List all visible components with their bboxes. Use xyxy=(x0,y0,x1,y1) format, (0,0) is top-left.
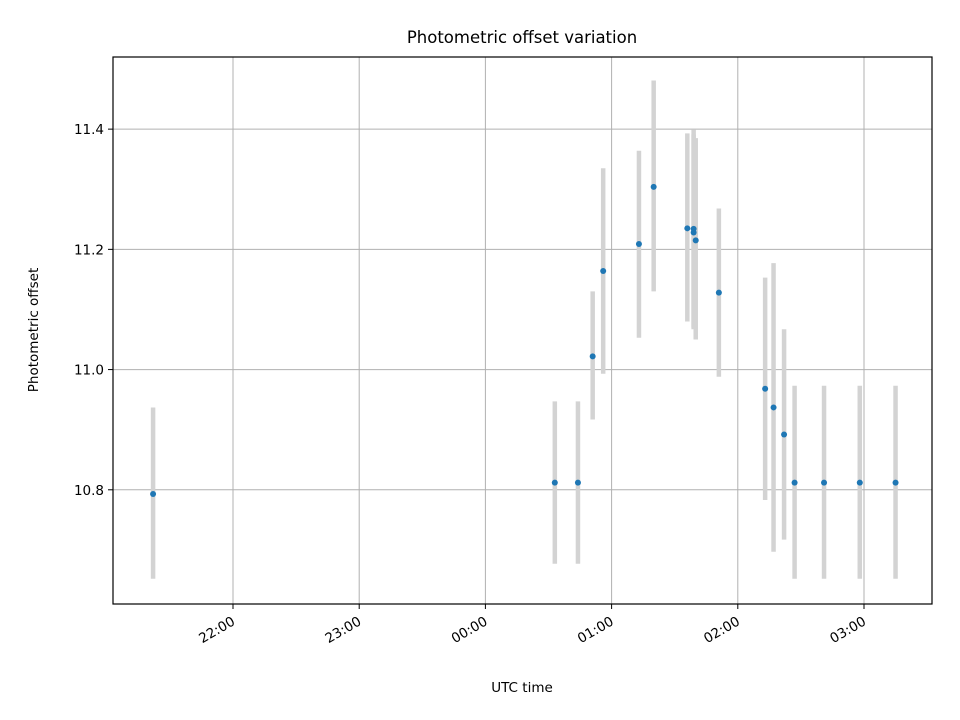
x-axis: 22:00 23:00 00:00 01:00 02:00 03:00 xyxy=(196,604,869,647)
data-point xyxy=(856,479,863,486)
x-axis-label: UTC time xyxy=(491,680,553,696)
data-point xyxy=(600,267,607,274)
plot-frame xyxy=(112,56,933,605)
data-point xyxy=(551,479,558,486)
x-tick-label: 01:00 xyxy=(575,614,617,647)
data-point xyxy=(715,289,722,296)
error-bars xyxy=(150,80,898,579)
data-point xyxy=(770,404,777,411)
chart-title: Photometric offset variation xyxy=(407,28,637,47)
data-point xyxy=(150,490,157,497)
x-tick-label: 23:00 xyxy=(323,614,365,647)
grid xyxy=(113,57,932,604)
data-point xyxy=(781,431,788,438)
data-point xyxy=(635,240,642,247)
x-tick-label: 00:00 xyxy=(449,614,491,647)
y-tick-label: 10.8 xyxy=(74,483,104,499)
data-point xyxy=(791,479,798,486)
data-point xyxy=(574,479,581,486)
y-tick-label: 11.2 xyxy=(74,242,104,258)
data-point xyxy=(589,353,596,360)
data-point xyxy=(892,479,899,486)
x-tick-label: 22:00 xyxy=(196,614,238,647)
y-axis: 10.8 11.0 11.2 11.4 xyxy=(74,122,113,499)
y-tick-label: 11.0 xyxy=(74,363,104,379)
data-point xyxy=(762,385,769,392)
data-points xyxy=(150,183,899,497)
data-point xyxy=(821,479,828,486)
x-tick-label: 02:00 xyxy=(701,614,743,647)
data-point xyxy=(690,229,697,236)
y-tick-label: 11.4 xyxy=(74,122,104,138)
y-axis-label: Photometric offset xyxy=(26,268,42,392)
x-tick-label: 03:00 xyxy=(827,614,869,647)
data-point xyxy=(684,225,691,232)
data-point xyxy=(692,237,699,244)
data-point xyxy=(650,183,657,190)
